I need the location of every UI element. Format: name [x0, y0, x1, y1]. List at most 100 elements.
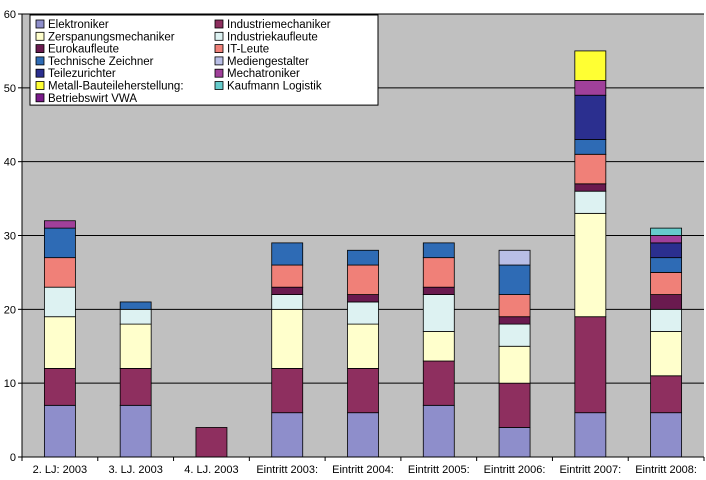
y-tick-label: 50 [4, 83, 16, 95]
bar-segment [498, 264, 531, 295]
bar-segment [422, 294, 455, 332]
bar-segment [119, 404, 152, 458]
bar-segment [650, 331, 683, 377]
legend-swatch [35, 31, 45, 41]
bar-segment [650, 242, 683, 259]
bar-segment [347, 264, 379, 295]
bar-segment [422, 242, 455, 259]
bar-segment [574, 212, 607, 318]
bar-segment [347, 323, 379, 369]
bar-segment [43, 220, 76, 229]
bar-segment [574, 153, 607, 185]
y-tick-label: 10 [4, 378, 16, 390]
bar-segment [422, 404, 455, 458]
bar-segment [650, 308, 683, 332]
x-tick-label: Eintritt 2008: [635, 464, 697, 476]
bar-segment [43, 367, 76, 406]
bar-segment [271, 294, 304, 310]
x-tick-label: 4. LJ. 2003 [184, 464, 238, 476]
legend-swatch [214, 68, 224, 78]
bar-segment [347, 367, 379, 414]
x-tick-label: Eintritt 2003: [256, 464, 318, 476]
x-tick-label: Eintritt 2006: [484, 464, 546, 476]
legend-label: Technische Zeichner [48, 56, 154, 68]
bar-segment [271, 286, 304, 295]
y-tick-label: 30 [4, 231, 16, 243]
bar-segment [119, 308, 152, 325]
bar-segment [498, 323, 531, 347]
legend-label: Industriekaufleute [227, 31, 318, 43]
legend-label: Metall-Bauteileherstellung: [48, 81, 184, 93]
legend-label: Elektroniker [48, 19, 109, 31]
bar-segment [650, 227, 683, 236]
bar-segment [422, 360, 455, 406]
bar-segment [498, 316, 531, 325]
bar-segment [574, 412, 607, 458]
y-tick-label: 20 [4, 304, 16, 316]
bar-segment [498, 382, 531, 428]
bar-segment [347, 294, 379, 303]
bar-segment [271, 367, 304, 414]
x-tick-label: Eintritt 2007: [559, 464, 621, 476]
bar-segment [422, 257, 455, 288]
y-tick-label: 0 [10, 452, 16, 464]
y-tick-label: 60 [4, 9, 16, 21]
bar-segment [650, 412, 683, 458]
bar-segment [498, 249, 531, 266]
legend-box [29, 14, 379, 106]
bar-segment [43, 257, 76, 288]
x-tick-label: Eintritt 2005: [408, 464, 470, 476]
legend-swatch [35, 19, 45, 29]
bar-segment [271, 264, 304, 288]
legend-swatch [35, 56, 45, 66]
bar-segment [43, 286, 76, 318]
bar-segment [119, 323, 152, 369]
bar-segment [574, 139, 607, 155]
legend-swatch [35, 81, 45, 90]
legend-swatch [35, 44, 45, 53]
bar-segment [650, 272, 683, 295]
bar-segment [574, 50, 607, 81]
x-tick-label: Eintritt 2004: [332, 464, 394, 476]
bar-segment [650, 235, 683, 244]
legend-swatch [214, 31, 224, 41]
legend-swatch [35, 93, 45, 103]
bar-segment [347, 412, 379, 458]
bar-segment [347, 301, 379, 325]
legend-label: IT-Leute [227, 44, 269, 56]
bar-segment [43, 404, 76, 458]
bar-segment [650, 257, 683, 273]
legend-swatch [214, 81, 224, 90]
legend-swatch [214, 56, 224, 66]
x-tick-label: 3. LJ. 2003 [108, 464, 162, 476]
bar-segment [574, 316, 607, 414]
bar-segment [119, 367, 152, 406]
x-tick-label: 2. LJ: 2003 [33, 464, 87, 476]
bar-segment [574, 190, 607, 214]
bar-segment [43, 316, 76, 369]
legend-label: Mechatroniker [227, 68, 300, 80]
legend-label: Zerspanungsmechaniker [48, 31, 175, 43]
legend-swatch [214, 44, 224, 53]
legend-swatch [214, 19, 224, 29]
bar-segment [195, 427, 228, 458]
legend-swatch [35, 68, 45, 78]
bar-segment [119, 301, 152, 310]
legend-label: Teilezurichter [48, 68, 116, 80]
legend-label: Kaufmann Logistik [227, 81, 322, 93]
bar-segment [347, 249, 379, 266]
bar-segment [498, 294, 531, 318]
bar-segment [650, 375, 683, 414]
bar-segment [271, 308, 304, 369]
legend-label: Mediengestalter [227, 56, 309, 68]
bar-segment [422, 286, 455, 295]
bar-segment [271, 412, 304, 458]
bar-segment [422, 331, 455, 362]
bar-segment [498, 427, 531, 458]
bar-segment [43, 227, 76, 259]
bar-segment [574, 80, 607, 96]
legend-label: Industriemechaniker [227, 19, 331, 31]
y-tick-label: 40 [4, 157, 16, 169]
bar-segment [650, 294, 683, 310]
